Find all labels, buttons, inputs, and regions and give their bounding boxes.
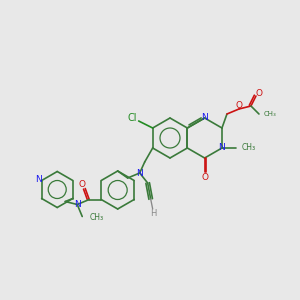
Text: O: O [79,180,86,189]
Text: CH₃: CH₃ [89,213,103,222]
Text: Cl: Cl [128,113,137,123]
Text: N: N [136,169,143,178]
Text: O: O [201,172,208,182]
Text: CH₃: CH₃ [242,143,256,152]
Text: N: N [219,143,225,152]
Text: N: N [201,113,208,122]
Text: CH₃: CH₃ [264,111,277,117]
Text: O: O [236,100,242,109]
Text: O: O [256,88,262,98]
Text: N: N [74,200,81,209]
Text: N: N [35,175,42,184]
Text: H: H [151,209,157,218]
